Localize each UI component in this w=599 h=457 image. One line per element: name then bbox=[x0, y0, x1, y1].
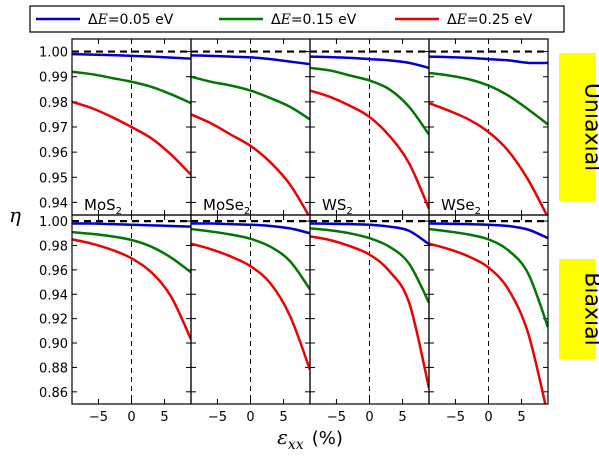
y-tick-label: 0.88 bbox=[39, 361, 68, 376]
series-line-3 bbox=[310, 89, 429, 210]
side-label-uniaxial: Uniaxial bbox=[580, 83, 599, 171]
series-line-3 bbox=[310, 235, 429, 389]
x-tick-label: 0 bbox=[127, 410, 135, 425]
series-line-1 bbox=[429, 55, 548, 65]
side-labels: Uniaxial Biaxial bbox=[559, 53, 599, 359]
y-axis-label: η bbox=[9, 203, 21, 227]
series-line-1 bbox=[72, 52, 191, 60]
series-line-2 bbox=[310, 66, 429, 136]
y-tick-label: 0.94 bbox=[39, 288, 68, 303]
x-tick-label: 5 bbox=[517, 410, 525, 425]
series-line-2 bbox=[72, 230, 191, 274]
x-tick-label: 5 bbox=[160, 410, 168, 425]
y-tick-label: 0.90 bbox=[39, 337, 68, 352]
series-line-3 bbox=[191, 113, 310, 215]
panel-frame bbox=[309, 38, 430, 216]
material-label: MoSe2 bbox=[203, 196, 250, 217]
x-tick-label: −5 bbox=[89, 410, 108, 425]
y-tick-label: 0.97 bbox=[39, 121, 68, 136]
series-line-3 bbox=[429, 242, 547, 404]
panel-uniaxial-mose2: MoSe2 bbox=[190, 38, 311, 217]
panel-biaxial-wse2: −5 0 5 bbox=[428, 214, 549, 425]
x-tick-label: 0 bbox=[484, 410, 492, 425]
series-line-2 bbox=[191, 227, 310, 291]
y-tick-label: 1.00 bbox=[39, 215, 68, 230]
y-tick-label: 0.98 bbox=[39, 239, 68, 254]
series-line-2 bbox=[72, 70, 191, 105]
panel-frame bbox=[428, 214, 549, 405]
legend-frame bbox=[29, 5, 565, 33]
panel-uniaxial-ws2: WS2 bbox=[309, 38, 430, 217]
side-label-bg bbox=[559, 259, 596, 359]
series-line-3 bbox=[72, 100, 191, 176]
y-tick-label: 0.86 bbox=[39, 386, 68, 401]
y-tick-label: 0.95 bbox=[39, 171, 68, 186]
series-line-1 bbox=[310, 55, 429, 70]
series-line-2 bbox=[429, 71, 548, 126]
panel-biaxial-mos2: 0.86 0.88 0.90 0.92 0.94 0.96 0.98 1.00 −5 0 5 bbox=[39, 214, 192, 425]
y-tick-label: 0.98 bbox=[39, 96, 68, 111]
legend-entry: ΔE=0.15 eV bbox=[271, 12, 357, 28]
series-line-1 bbox=[72, 222, 191, 228]
panel-biaxial-mose2: −5 0 5 bbox=[190, 214, 311, 425]
y-tick-label: 0.92 bbox=[39, 313, 68, 328]
series-line-1 bbox=[191, 222, 310, 235]
series-line-1 bbox=[310, 222, 429, 246]
series-line-2 bbox=[429, 227, 548, 328]
side-label-biaxial: Biaxial bbox=[580, 272, 599, 345]
x-tick-label: 0 bbox=[246, 410, 254, 425]
legend-entry: ΔE=0.25 eV bbox=[447, 12, 533, 28]
series-line-3 bbox=[429, 101, 548, 215]
panel-uniaxial-wse2: WSe2 bbox=[428, 38, 549, 217]
y-tick-label: 0.96 bbox=[39, 264, 68, 279]
panel-uniaxial-mos2: 0.94 0.95 0.96 0.97 0.98 0.99 1.00 MoS2 bbox=[39, 38, 192, 217]
panel-biaxial-ws2: −5 0 5 bbox=[309, 214, 430, 425]
series-line-2 bbox=[310, 227, 429, 304]
series-line-2 bbox=[191, 75, 310, 121]
panel-grid: 0.94 0.95 0.96 0.97 0.98 0.99 1.00 MoS2 MoSe2 WS2… bbox=[39, 38, 549, 425]
side-label-bg bbox=[559, 53, 596, 201]
x-tick-label: 5 bbox=[398, 410, 406, 425]
y-tick-label: 1.00 bbox=[39, 46, 68, 61]
series-line-3 bbox=[72, 238, 191, 340]
series-line-1 bbox=[429, 222, 548, 240]
series-line-1 bbox=[191, 54, 310, 66]
x-axis-label: εxx (%) bbox=[277, 425, 343, 453]
y-tick-label: 0.99 bbox=[39, 71, 68, 86]
panel-frame bbox=[428, 38, 549, 216]
x-tick-label: 5 bbox=[279, 410, 287, 425]
material-label: WSe2 bbox=[441, 196, 481, 217]
x-tick-label: 0 bbox=[365, 410, 373, 425]
material-label: WS2 bbox=[322, 196, 353, 217]
legend-entry: ΔE=0.05 eV bbox=[88, 12, 174, 28]
legend: ΔE=0.05 eV ΔE=0.15 eV ΔE=0.25 eV bbox=[29, 5, 565, 33]
series-line-3 bbox=[191, 242, 310, 371]
y-tick-label: 0.96 bbox=[39, 146, 68, 161]
x-tick-label: −5 bbox=[446, 410, 465, 425]
y-tick-label: 0.94 bbox=[39, 196, 68, 211]
x-tick-label: −5 bbox=[327, 410, 346, 425]
material-label: MoS2 bbox=[84, 196, 122, 217]
x-tick-label: −5 bbox=[208, 410, 227, 425]
